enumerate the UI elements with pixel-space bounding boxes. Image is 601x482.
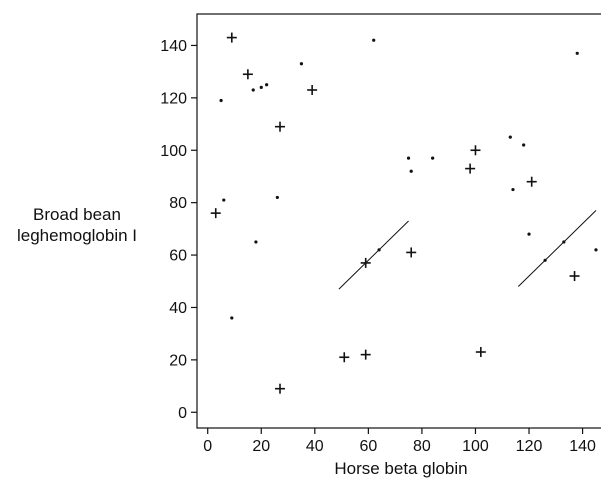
plus-point [210, 208, 221, 219]
plus-point [465, 163, 476, 174]
diagonal-line [338, 220, 409, 290]
dot-point [431, 156, 435, 160]
dot-point [254, 240, 258, 244]
dot-point [230, 316, 234, 320]
x-tick-label: 140 [569, 438, 596, 455]
dot-point [406, 156, 411, 160]
plus-point [470, 145, 481, 156]
dot-point [522, 143, 526, 147]
plot-frame [196, 13, 601, 429]
dot-point [511, 187, 515, 192]
dot-point [299, 62, 304, 66]
dot-point [377, 248, 381, 252]
plus-point [275, 121, 286, 132]
x-axis-label: Horse beta globin [334, 459, 468, 478]
dot-point [409, 169, 413, 173]
plus-point [569, 271, 580, 282]
x-tick-label: 60 [359, 438, 377, 455]
dot-point [265, 83, 269, 87]
plus-point [360, 257, 371, 268]
y-tick-label: 60 [169, 248, 187, 265]
y-axis-label: Broad bean leghemoglobin I [2, 204, 152, 246]
y-axis: 0 20 40 60 80 100 120 140 [160, 38, 197, 422]
y-tick-label: 120 [160, 90, 187, 107]
dot-point [222, 198, 226, 202]
plus-point [242, 69, 253, 80]
plus-point [275, 383, 286, 394]
diagonal-segments [338, 210, 597, 290]
y-axis-label-line-1: Broad bean [33, 205, 121, 224]
plus-point [406, 247, 417, 258]
dot-point [251, 88, 255, 92]
dot-point [562, 240, 566, 244]
x-tick-label: 100 [462, 438, 489, 455]
dot-point [575, 51, 579, 55]
dot-point [372, 38, 376, 42]
x-tick-label: 0 [203, 438, 212, 455]
plus-point [360, 349, 371, 360]
x-tick-label: 80 [413, 438, 431, 455]
y-tick-label: 40 [169, 300, 187, 317]
y-tick-label: 80 [169, 195, 187, 212]
plus-point [307, 84, 318, 95]
dot-point [527, 232, 531, 236]
x-tick-label: 40 [306, 438, 324, 455]
y-tick-label: 20 [169, 352, 187, 369]
x-axis: 0 20 40 60 80 100 120 140 [203, 428, 596, 455]
plus-point [339, 352, 350, 363]
dot-point [543, 258, 547, 262]
x-tick-label: 120 [516, 438, 543, 455]
y-tick-label: 0 [178, 405, 187, 422]
y-axis-label-line-2: leghemoglobin I [16, 226, 138, 245]
x-tick-label: 20 [252, 438, 270, 455]
dot-point [594, 248, 598, 252]
data-points [210, 32, 598, 394]
dot-point [259, 85, 263, 89]
plus-point [526, 176, 537, 187]
dot-point [219, 98, 223, 103]
diagonal-line [517, 210, 597, 287]
plus-point [226, 32, 237, 43]
plus-point [475, 347, 486, 358]
dot-point [508, 135, 512, 139]
y-tick-label: 100 [160, 143, 187, 160]
y-tick-label: 140 [160, 38, 187, 55]
dot-point [275, 195, 279, 200]
